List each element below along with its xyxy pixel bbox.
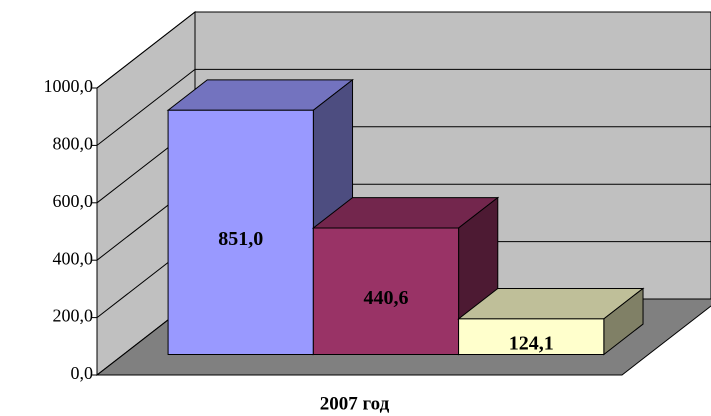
value-label: 124,1 (509, 332, 554, 354)
bar (167, 109, 314, 355)
x-tick-label: 2007 год (320, 393, 390, 414)
grid-line (96, 11, 711, 89)
bar (312, 227, 460, 355)
y-tick-label: 600,0 (53, 191, 94, 211)
y-tick-label: 200,0 (53, 306, 94, 326)
bar (458, 318, 605, 355)
value-label: 440,6 (363, 287, 408, 309)
grid-line (96, 68, 711, 146)
value-label: 851,0 (218, 228, 263, 250)
y-tick-label: 400,0 (53, 248, 94, 268)
y-tick-label: 1000,0 (44, 76, 94, 96)
y-tick-label: 0,0 (71, 363, 94, 383)
y-tick-label: 800,0 (53, 134, 94, 154)
